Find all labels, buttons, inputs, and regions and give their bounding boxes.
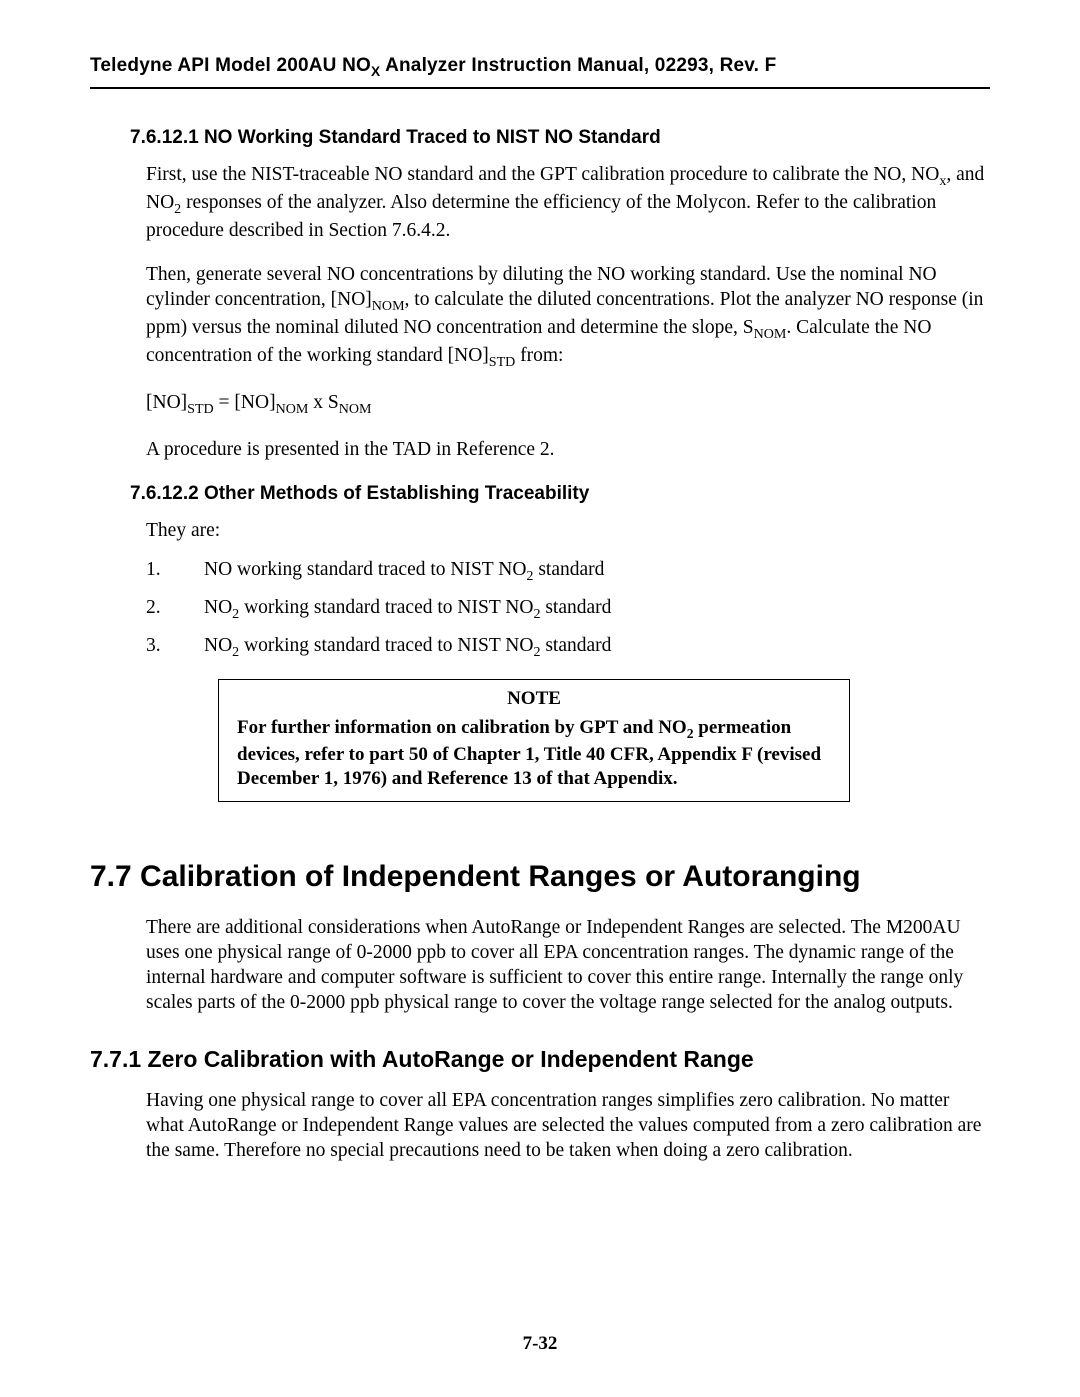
paragraph: First, use the NIST-traceable NO standar… xyxy=(146,163,990,244)
page-number: 7-32 xyxy=(0,1333,1080,1355)
heading-7-7: 7.7 Calibration of Independent Ranges or… xyxy=(90,860,990,894)
section-7-6-12-2-body: They are: 1. NO working standard traced … xyxy=(146,519,990,802)
ordered-list: 1. NO working standard traced to NIST NO… xyxy=(146,558,990,662)
page: Teledyne API Model 200AU NOX Analyzer In… xyxy=(0,0,1080,1397)
heading-7-6-12-2: 7.6.12.2 Other Methods of Establishing T… xyxy=(130,483,990,505)
list-text: NO2 working standard traced to NIST NO2 … xyxy=(204,596,611,624)
section-7-6-12-1-body: First, use the NIST-traceable NO standar… xyxy=(146,163,990,463)
note-title: NOTE xyxy=(237,688,831,710)
paragraph: They are: xyxy=(146,519,990,544)
section-7-7-body: There are additional considerations when… xyxy=(146,916,990,1016)
note-body: For further information on calibration b… xyxy=(237,716,831,791)
list-item: 2. NO2 working standard traced to NIST N… xyxy=(146,596,990,624)
running-header: Teledyne API Model 200AU NOX Analyzer In… xyxy=(90,55,990,89)
heading-7-7-1: 7.7.1 Zero Calibration with AutoRange or… xyxy=(90,1046,990,1073)
list-number: 2. xyxy=(146,596,204,624)
list-item: 3. NO2 working standard traced to NIST N… xyxy=(146,634,990,662)
list-text: NO working standard traced to NIST NO2 s… xyxy=(204,558,604,586)
heading-7-6-12-1: 7.6.12.1 NO Working Standard Traced to N… xyxy=(130,127,990,149)
paragraph: A procedure is presented in the TAD in R… xyxy=(146,438,990,463)
equation: [NO]STD = [NO]NOM x SNOM xyxy=(146,392,990,418)
paragraph: Then, generate several NO concentrations… xyxy=(146,263,990,372)
list-number: 1. xyxy=(146,558,204,586)
list-text: NO2 working standard traced to NIST NO2 … xyxy=(204,634,611,662)
paragraph: Having one physical range to cover all E… xyxy=(146,1089,990,1164)
note-box: NOTE For further information on calibrat… xyxy=(218,679,850,802)
list-item: 1. NO working standard traced to NIST NO… xyxy=(146,558,990,586)
paragraph: There are additional considerations when… xyxy=(146,916,990,1016)
section-7-7-1-body: Having one physical range to cover all E… xyxy=(146,1089,990,1164)
list-number: 3. xyxy=(146,634,204,662)
